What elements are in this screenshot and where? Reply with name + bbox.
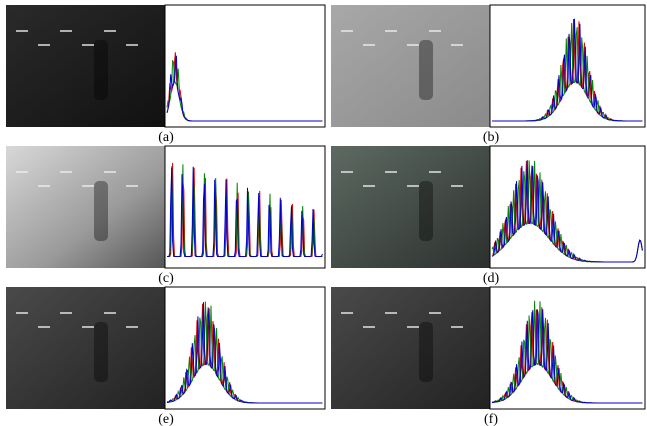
histogram-curve	[492, 18, 643, 122]
panel-label: (f)	[484, 412, 498, 426]
light-strip	[451, 44, 463, 46]
person	[419, 181, 433, 241]
light-strip	[104, 171, 116, 173]
light-strip	[38, 44, 50, 46]
light-strip	[363, 185, 375, 187]
light-strip	[407, 326, 419, 328]
light-strip	[363, 326, 375, 328]
light-strip	[16, 171, 28, 173]
light-strip	[451, 326, 463, 328]
person	[94, 322, 108, 382]
light-strip	[16, 30, 28, 32]
light-strip	[126, 44, 138, 46]
histogram-frame	[164, 286, 326, 410]
photo	[6, 287, 165, 409]
photo	[331, 287, 490, 409]
light-strip	[341, 30, 353, 32]
histogram-curve	[166, 302, 323, 404]
panel-label: (b)	[483, 130, 500, 145]
light-strip	[407, 185, 419, 187]
photo	[331, 5, 490, 127]
light-strip	[341, 312, 353, 314]
photo	[331, 146, 490, 268]
light-strip	[429, 30, 441, 32]
histogram-curve	[167, 166, 323, 257]
light-strip	[126, 326, 138, 328]
person	[94, 181, 108, 241]
light-strip	[385, 171, 397, 173]
light-strip	[429, 171, 441, 173]
light-strip	[104, 312, 116, 314]
person	[94, 40, 108, 100]
panel-label: (a)	[158, 130, 174, 145]
panel-label: (d)	[483, 271, 500, 286]
light-strip	[38, 185, 50, 187]
light-strip	[104, 30, 116, 32]
panel-label: (c)	[158, 271, 174, 286]
light-strip	[385, 30, 397, 32]
light-strip	[60, 312, 72, 314]
photo	[6, 5, 165, 127]
light-strip	[16, 312, 28, 314]
light-strip	[82, 44, 94, 46]
light-strip	[451, 185, 463, 187]
photo	[6, 146, 165, 268]
histogram-frame	[489, 286, 646, 410]
panel-label: (e)	[158, 412, 174, 426]
person	[419, 322, 433, 382]
histogram-curve	[491, 160, 643, 263]
light-strip	[126, 185, 138, 187]
light-strip	[38, 326, 50, 328]
light-strip	[60, 171, 72, 173]
light-strip	[82, 326, 94, 328]
histogram-curve	[166, 55, 323, 122]
light-strip	[82, 185, 94, 187]
histogram-frame	[164, 4, 326, 128]
light-strip	[407, 44, 419, 46]
light-strip	[429, 312, 441, 314]
histogram-curve	[491, 309, 643, 404]
light-strip	[60, 30, 72, 32]
light-strip	[341, 171, 353, 173]
light-strip	[363, 44, 375, 46]
light-strip	[385, 312, 397, 314]
person	[419, 40, 433, 100]
